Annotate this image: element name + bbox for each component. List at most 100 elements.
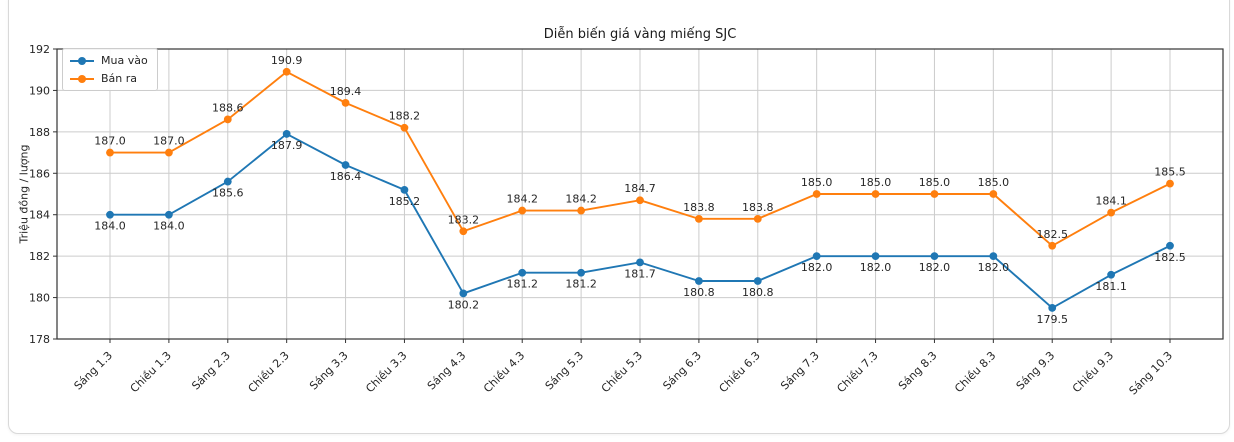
x-tick-label: Sáng 2.3 <box>189 349 233 393</box>
x-tick-label: Chiều 3.3 <box>363 349 409 395</box>
data-point-marker <box>1166 241 1174 250</box>
data-point-label: 185.2 <box>389 195 421 208</box>
x-tick-label: Sáng 3.3 <box>307 349 351 393</box>
data-point-label: 184.7 <box>624 182 656 195</box>
data-point-label: 182.5 <box>1036 228 1068 241</box>
data-point-label: 181.2 <box>506 278 538 291</box>
data-point-marker <box>871 190 880 198</box>
x-tick-label: Chiều 8.3 <box>952 349 998 395</box>
data-point-marker <box>1107 208 1116 217</box>
data-point-label: 186.4 <box>330 170 362 183</box>
data-point-label: 181.7 <box>624 267 656 280</box>
data-point-label: 182.0 <box>919 261 951 274</box>
data-point-label: 184.2 <box>565 193 597 206</box>
x-tick-label: Sáng 10.3 <box>1127 349 1176 398</box>
x-tick-label: Sáng 7.3 <box>778 349 822 393</box>
y-tick-label: 178 <box>29 333 50 346</box>
data-point-marker <box>282 130 291 138</box>
x-tick-label: Chiều 4.3 <box>481 349 527 395</box>
data-point-label: 181.1 <box>1095 280 1127 293</box>
data-point-label: 185.5 <box>1154 166 1186 179</box>
y-tick-label: 192 <box>29 43 50 56</box>
data-point-label: 184.2 <box>506 193 538 206</box>
data-point-label: 182.0 <box>978 261 1010 274</box>
data-point-marker <box>1048 304 1057 312</box>
x-tick-label: Sáng 6.3 <box>660 349 704 393</box>
x-tick-label: Sáng 5.3 <box>543 349 587 393</box>
data-point-label: 182.5 <box>1154 251 1186 264</box>
data-point-label: 183.2 <box>448 213 480 226</box>
data-point-marker <box>341 98 350 107</box>
data-point-label: 183.8 <box>683 201 715 214</box>
data-point-label: 182.0 <box>860 261 892 274</box>
data-point-label: 181.2 <box>565 278 597 291</box>
data-point-marker <box>577 268 586 277</box>
y-tick-label: 188 <box>29 126 50 139</box>
data-point-label: 180.2 <box>448 298 480 311</box>
y-axis-label: Triệu đồng / lượng <box>17 144 31 244</box>
x-tick-label: Chiều 7.3 <box>834 349 880 395</box>
data-point-label: 187.0 <box>153 135 185 148</box>
data-point-marker <box>753 214 762 223</box>
data-point-marker <box>930 190 939 198</box>
data-point-marker <box>459 289 468 298</box>
data-point-label: 185.0 <box>978 176 1010 189</box>
data-point-marker <box>106 148 114 157</box>
data-point-marker <box>459 227 468 236</box>
data-point-marker <box>871 252 880 261</box>
chart-figure: 178 180 182 184 186 188 190 192 Sáng 1.3 Chiều 1.… <box>8 0 1230 432</box>
legend-dot-icon <box>78 56 86 65</box>
data-point-marker <box>223 177 232 186</box>
data-point-label: 188.6 <box>212 101 244 114</box>
y-tick-label: 184 <box>29 209 50 222</box>
y-tick-label: 190 <box>29 84 50 97</box>
data-point-label: 190.9 <box>271 54 303 67</box>
legend-item-ban-ra: Bán ra <box>70 72 148 85</box>
data-point-label: 188.2 <box>389 110 421 123</box>
data-point-marker <box>812 190 821 198</box>
data-point-label: 185.0 <box>801 176 833 189</box>
data-point-marker <box>694 277 703 285</box>
data-point-marker <box>282 67 291 76</box>
data-point-label: 180.8 <box>742 286 774 299</box>
data-point-marker <box>518 268 527 277</box>
x-tick-label: Sáng 8.3 <box>896 349 940 393</box>
data-point-marker <box>400 185 409 194</box>
y-tick-label: 186 <box>29 167 50 180</box>
data-point-marker <box>400 123 409 132</box>
data-point-marker <box>1048 241 1057 250</box>
legend-dot-icon <box>78 74 86 83</box>
data-point-marker <box>223 115 232 124</box>
x-tick-label: Sáng 4.3 <box>425 349 469 393</box>
data-point-label: 187.9 <box>271 139 303 152</box>
x-tick-label: Chiều 1.3 <box>128 349 174 395</box>
data-point-label: 183.8 <box>742 201 774 214</box>
x-tick-label: Sáng 9.3 <box>1014 349 1058 393</box>
data-point-marker <box>164 210 173 219</box>
legend-line-icon <box>70 74 94 83</box>
data-point-marker <box>341 161 350 169</box>
data-point-label: 179.5 <box>1036 313 1068 326</box>
chart-title: Diễn biến giá vàng miếng SJC <box>543 27 737 42</box>
data-point-marker <box>636 258 644 267</box>
data-point-marker <box>164 148 173 157</box>
x-tick-label: Chiều 6.3 <box>717 349 763 395</box>
x-tick-label: Chiều 9.3 <box>1070 349 1116 395</box>
legend-line-icon <box>70 56 94 65</box>
data-point-marker <box>989 190 998 198</box>
x-tick-label: Chiều 5.3 <box>599 349 645 395</box>
legend-label-mua-vao: Mua vào <box>101 54 148 67</box>
data-point-marker <box>753 277 762 285</box>
data-point-label: 182.0 <box>801 261 833 274</box>
data-point-marker <box>812 252 821 261</box>
x-tick-label: Chiều 2.3 <box>246 349 292 395</box>
data-point-label: 189.4 <box>330 85 362 98</box>
legend-label-ban-ra: Bán ra <box>101 72 138 85</box>
x-tick-label: Sáng 1.3 <box>72 349 116 393</box>
data-point-marker <box>106 210 114 219</box>
chart-legend: Mua vào Bán ra <box>62 48 158 91</box>
data-point-marker <box>518 206 527 215</box>
y-tick-label: 182 <box>29 250 50 263</box>
data-point-marker <box>636 196 644 205</box>
data-point-label: 180.8 <box>683 286 715 299</box>
